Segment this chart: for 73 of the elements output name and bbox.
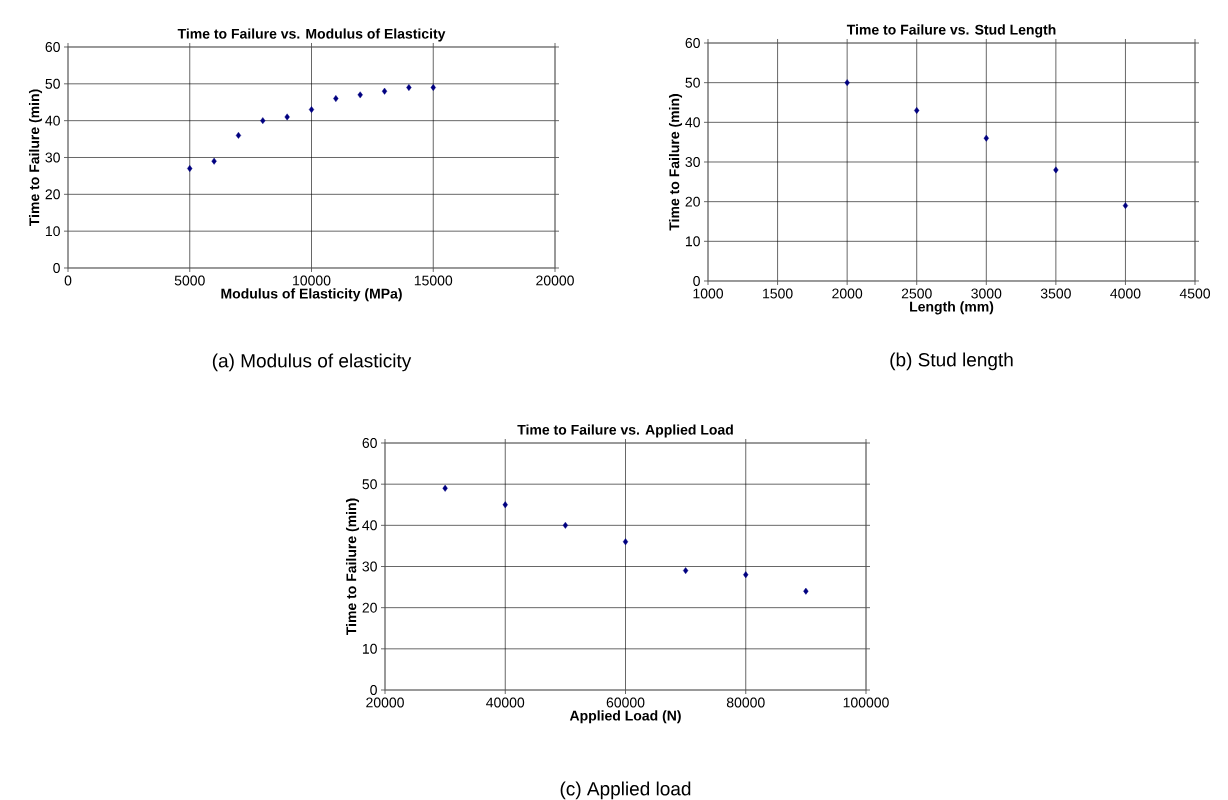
point	[442, 484, 448, 492]
y-tick-label: 30	[45, 152, 60, 163]
point	[683, 567, 689, 575]
y-tick-label: 60	[45, 42, 60, 52]
x-tick-label: 0	[64, 275, 72, 286]
text: (b) Stud length	[890, 352, 1013, 371]
x-tick-label: 4000	[1110, 288, 1141, 299]
x-tick-label: 20000	[536, 275, 574, 286]
y-tick-label: 10	[45, 226, 60, 237]
y-tick-label: 40	[45, 115, 60, 126]
point	[430, 84, 436, 91]
y-tick-label: 0	[53, 263, 60, 273]
y-tick-label: 60	[362, 438, 377, 448]
point	[983, 134, 989, 142]
point	[622, 538, 629, 546]
y-tick-label: 0	[370, 685, 377, 695]
chart-title: Time to Failure vs. Applied Load	[517, 424, 733, 438]
y-tick-label: 20	[362, 602, 377, 613]
y-axis-title: Time to Failure (min)	[668, 93, 683, 231]
y-tick-label: 30	[362, 561, 377, 572]
point	[502, 501, 508, 509]
point	[844, 79, 850, 87]
point	[235, 131, 242, 139]
x-tick-label: 3500	[1040, 288, 1071, 299]
x-tick-label: 15000	[414, 275, 453, 286]
x-axis-title: Applied Load (N)	[569, 710, 681, 724]
x-tick-label: 4500	[1179, 288, 1211, 299]
point	[1122, 202, 1129, 210]
y-tick-label: 30	[685, 157, 700, 167]
point	[187, 165, 193, 172]
y-axis-title: Time to Failure (min)	[345, 498, 360, 636]
y-tick-label: 20	[45, 189, 60, 200]
point	[803, 587, 809, 595]
x-tick-label: 40000	[486, 697, 525, 708]
y-tick-label: 60	[685, 38, 700, 48]
point	[406, 84, 412, 91]
point	[284, 113, 290, 121]
text: (c) Applied load	[560, 781, 691, 800]
point	[381, 87, 388, 95]
point	[914, 107, 920, 114]
point	[260, 117, 266, 125]
y-tick-label: 40	[685, 117, 700, 128]
chart-title: Time to Failure vs. Stud Length	[846, 24, 1056, 38]
y-tick-label: 20	[685, 196, 700, 207]
x-tick-label: 3000	[971, 288, 1002, 299]
x-tick-label: 2000	[832, 288, 863, 299]
point	[308, 106, 315, 114]
y-tick-label: 40	[362, 520, 377, 531]
text: (a) Modulus of elasticity	[212, 353, 412, 372]
y-tick-label: 50	[685, 77, 700, 88]
point	[211, 157, 217, 165]
x-tick-label: 100000	[843, 697, 889, 708]
point	[743, 571, 749, 579]
point	[333, 95, 339, 102]
x-tick-label: 10000	[293, 275, 331, 286]
chart-title: Time to Failure vs. Modulus of Elasticity	[177, 28, 446, 42]
x-tick-label: 60000	[606, 697, 645, 708]
y-tick-label: 10	[362, 643, 377, 654]
x-axis-title: Modulus of Elasticity (MPa)	[221, 288, 402, 302]
point	[1053, 166, 1059, 174]
x-tick-label: 1500	[763, 288, 793, 299]
x-tick-label: 20000	[366, 697, 404, 708]
point	[357, 91, 363, 99]
y-tick-label: 10	[685, 236, 700, 247]
y-tick-label: 50	[362, 479, 377, 490]
x-tick-label: 5000	[174, 275, 205, 286]
x-tick-label: 1000	[693, 288, 724, 299]
x-tick-label: 80000	[726, 697, 765, 708]
y-tick-label: 50	[45, 78, 60, 89]
y-axis-title: Time to Failure (min)	[28, 89, 43, 227]
x-axis-title: Length (mm)	[910, 301, 994, 315]
point	[562, 521, 568, 529]
x-tick-label: 2500	[901, 288, 932, 299]
